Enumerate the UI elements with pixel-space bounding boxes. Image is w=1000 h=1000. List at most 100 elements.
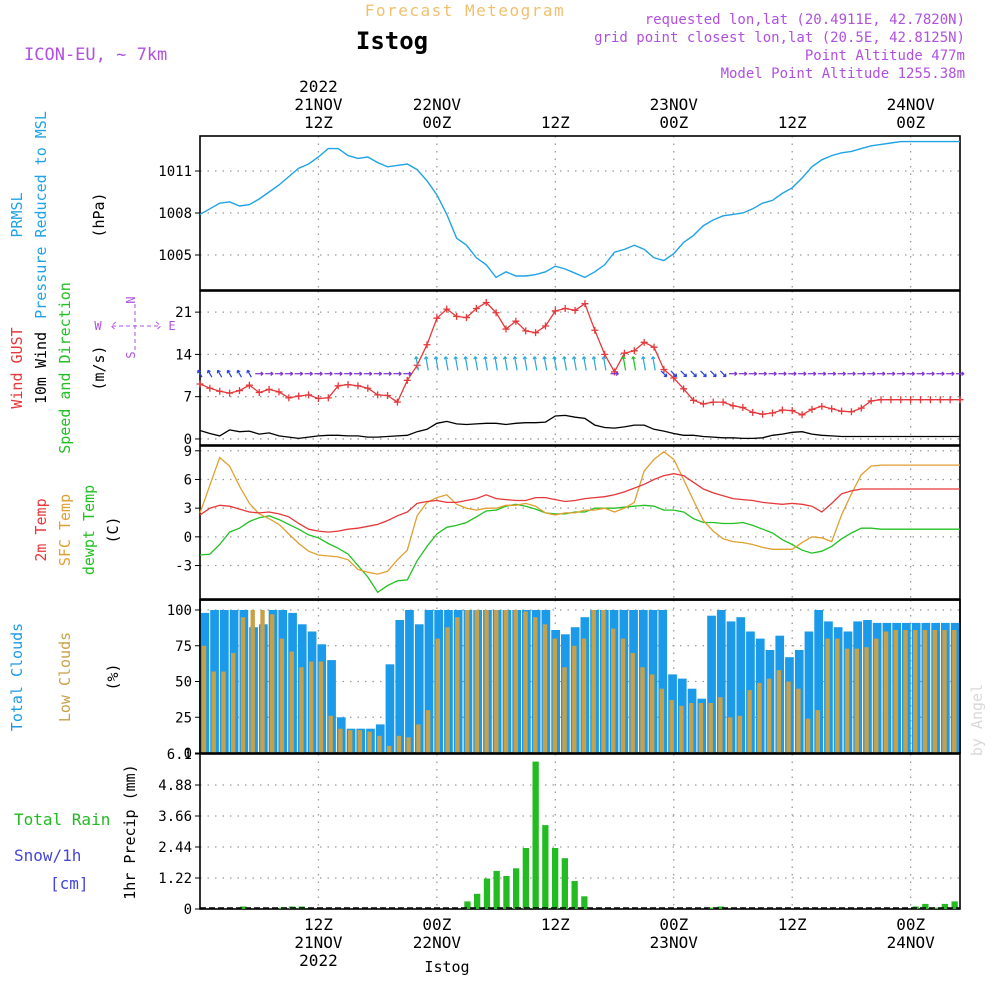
gust-marker	[255, 388, 263, 396]
low-clouds-bar	[240, 617, 246, 753]
time-label-top-date: 24NOV	[887, 95, 936, 114]
wind-arrow-head	[398, 371, 402, 376]
wind-arrow-head	[562, 356, 567, 360]
wind-direction-arrow	[593, 356, 597, 371]
wind-direction-arrow	[573, 356, 577, 371]
panel-pressure: 1005 1008 1011	[158, 135, 961, 291]
gust-marker	[502, 325, 510, 333]
low-clouds-bar	[757, 682, 762, 753]
low-clouds-bar	[581, 638, 587, 753]
low-clouds-bar	[650, 674, 655, 753]
rain-bar	[464, 901, 471, 909]
y-tick-label: 1011	[158, 164, 192, 180]
gust-marker	[788, 407, 796, 415]
y-tick-label: 6.1	[167, 747, 192, 763]
wind-direction-arrow	[622, 356, 627, 371]
rain-bar	[240, 906, 247, 909]
low-clouds-bar	[708, 703, 713, 753]
wind-arrow-head	[931, 371, 935, 376]
low-clouds-bar	[640, 667, 645, 753]
gust-marker	[433, 314, 441, 322]
wind-direction-arrow	[236, 369, 243, 378]
y-tick-label: 3	[184, 501, 192, 517]
rain-bar	[571, 881, 578, 909]
wind-arrow-head	[703, 373, 707, 378]
rain-bar	[561, 858, 568, 909]
total-clouds-bar	[726, 621, 736, 753]
compass-w: W	[94, 319, 102, 333]
low-clouds-bar	[445, 627, 450, 753]
label-dewpt-temp: dewpt Temp	[80, 485, 98, 575]
wind-arrow-head	[882, 371, 886, 376]
gust-marker	[561, 305, 569, 313]
time-label-top-date: 21NOV	[294, 95, 343, 114]
low-clouds-bar	[630, 652, 635, 753]
wind-direction-arrow	[494, 356, 498, 371]
gust-marker	[522, 327, 530, 335]
time-label-bottom-hour: 12Z	[304, 915, 333, 934]
wind-arrow-head	[423, 356, 429, 360]
gust-marker	[818, 402, 826, 410]
low-clouds-bar	[533, 617, 538, 753]
low-clouds-bar	[357, 730, 363, 753]
low-clouds-bar	[611, 628, 616, 753]
time-label-bottom-year: 2022	[299, 951, 338, 970]
wind-arrow-head	[226, 369, 231, 374]
low-clouds-bar	[250, 610, 255, 753]
wind-direction-arrow	[680, 370, 687, 378]
wind-arrow-head	[414, 356, 419, 360]
forecast-meteogram-title: Forecast Meteogram	[365, 1, 565, 20]
y-tick-label: -3	[175, 559, 192, 575]
gust-marker	[443, 305, 451, 313]
dewpt-temp-line	[199, 503, 960, 594]
wind-direction-arrow	[553, 356, 558, 371]
wind-arrow-head	[641, 356, 646, 360]
wind-arrow-head	[260, 371, 264, 376]
gust-marker	[275, 388, 283, 396]
wind-gust-line	[199, 301, 960, 416]
gust-marker	[423, 341, 431, 349]
low-clouds-bar	[289, 651, 294, 753]
wind-arrow-head	[793, 371, 797, 376]
rain-bar	[503, 876, 510, 909]
wind-arrow-head	[493, 356, 498, 360]
compass-s: S	[124, 351, 138, 358]
gust-marker	[601, 350, 609, 358]
total-clouds-bar	[327, 660, 336, 753]
gust-marker	[857, 404, 865, 412]
gust-marker	[690, 396, 698, 404]
gust-marker	[759, 410, 767, 418]
time-label-bottom-date: 21NOV	[294, 933, 343, 952]
low-clouds-bar	[942, 630, 947, 753]
wind-arrow-head	[502, 356, 508, 360]
panel-frame-clouds	[199, 599, 961, 754]
wind-arrow-head	[693, 373, 697, 378]
wind-arrow-head	[872, 371, 876, 376]
label-10m-wind: 10m Wind	[32, 332, 50, 404]
compass-rose: N W E S	[94, 296, 175, 358]
low-clouds-bar	[377, 735, 382, 753]
wind-arrow-head	[408, 371, 412, 376]
low-clouds-bar	[805, 718, 811, 753]
wind-arrow-head	[571, 356, 577, 360]
gust-marker	[581, 300, 589, 308]
time-label-bottom-date: 23NOV	[650, 933, 699, 952]
wind-arrow-head	[369, 371, 373, 376]
requested-coords: requested lon,lat (20.4911E, 42.7820N)	[645, 12, 965, 28]
wind-arrow-head	[734, 371, 738, 376]
gust-marker	[768, 409, 776, 417]
time-label-top-hour: 00Z	[659, 113, 688, 132]
wind-arrow-head	[591, 356, 597, 360]
wind-arrow-head	[542, 356, 547, 360]
low-clouds-bar	[659, 688, 665, 753]
low-clouds-bar	[386, 745, 392, 753]
wind-arrow-head	[773, 371, 777, 376]
gust-marker	[699, 400, 707, 408]
y-tick-label: 7	[184, 390, 192, 406]
gust-marker	[650, 343, 658, 351]
low-clouds-bar	[279, 638, 285, 753]
gust-marker	[532, 329, 540, 337]
wind-arrow-head	[621, 356, 626, 360]
low-clouds-bar	[718, 697, 723, 753]
gust-marker	[374, 391, 382, 399]
